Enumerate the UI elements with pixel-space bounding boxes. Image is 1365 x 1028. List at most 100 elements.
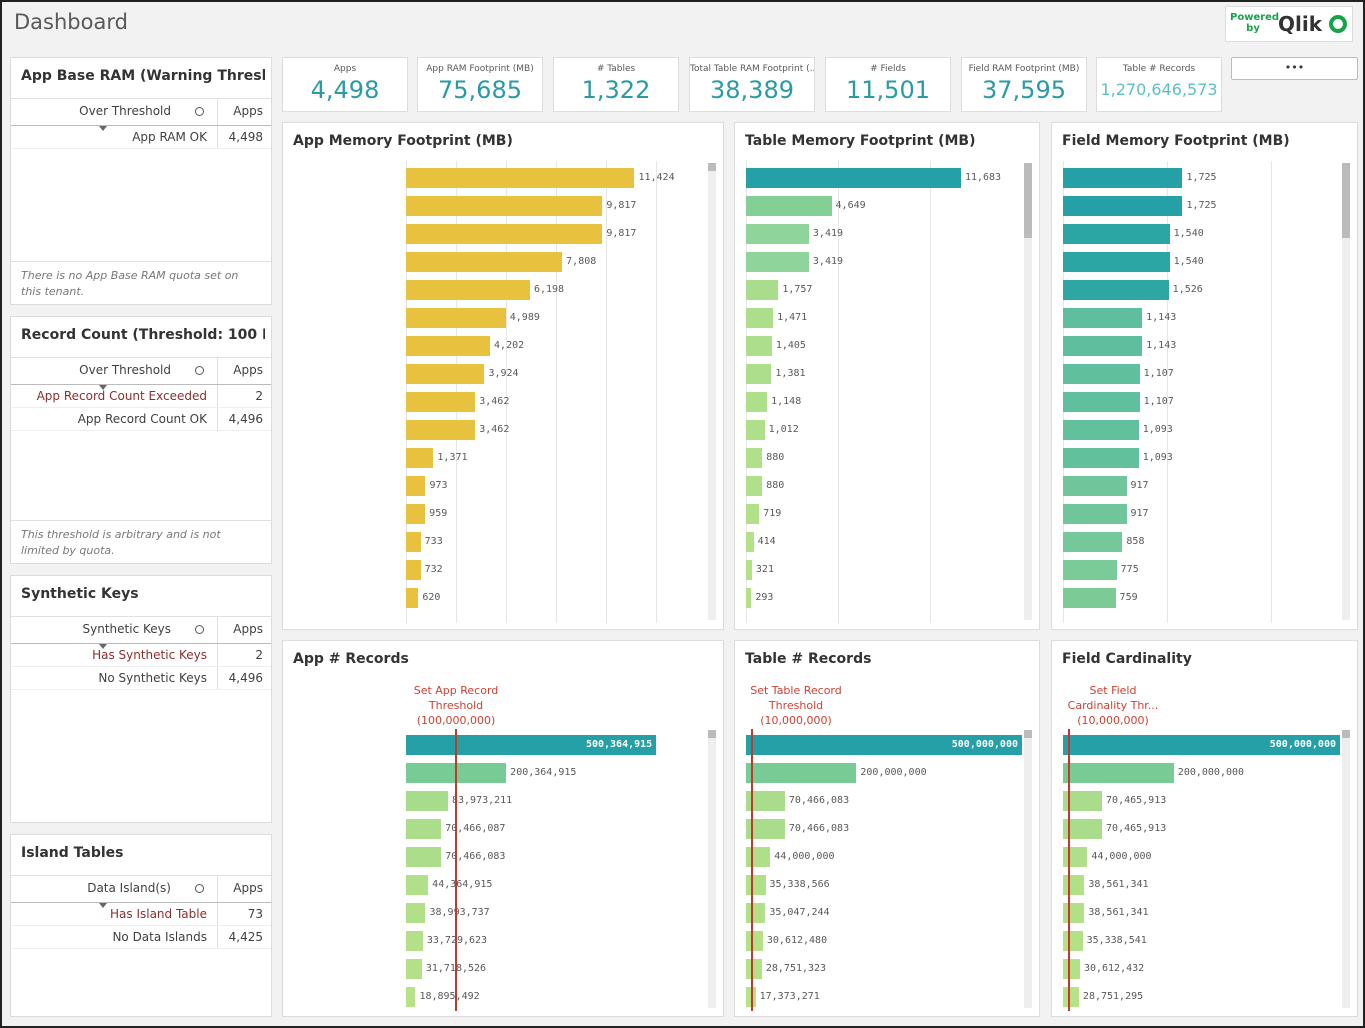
bar[interactable] [406,987,416,1007]
bar[interactable] [1063,364,1140,384]
bar[interactable] [406,819,442,839]
bar[interactable] [746,735,1022,755]
search-icon[interactable] [195,107,204,116]
scrollbar[interactable] [1342,730,1350,1008]
bar[interactable] [406,308,506,328]
scrollbar[interactable] [1342,163,1350,620]
bar[interactable] [406,959,422,979]
bar[interactable] [746,168,961,188]
bar[interactable] [1063,448,1139,468]
row-label[interactable]: No Synthetic Keys [98,671,207,685]
column-header[interactable]: Synthetic Keys [82,622,171,636]
bar[interactable] [746,196,832,216]
bar[interactable] [1063,336,1143,356]
bar[interactable] [746,931,763,951]
bar[interactable] [1063,875,1085,895]
bar[interactable] [406,875,429,895]
search-icon[interactable] [195,625,204,634]
bar[interactable] [406,791,448,811]
bar[interactable] [746,819,785,839]
bar[interactable] [406,476,426,496]
bar[interactable] [406,196,603,216]
scrollbar-thumb[interactable] [708,163,716,171]
bar[interactable] [406,735,657,755]
bar[interactable] [406,280,530,300]
bar[interactable] [746,560,752,580]
column-header[interactable]: Apps [233,881,263,895]
bar[interactable] [746,392,768,412]
bar[interactable] [746,336,772,356]
search-icon[interactable] [195,884,204,893]
scrollbar-thumb[interactable] [1024,163,1032,238]
bar[interactable] [406,588,419,608]
bar[interactable] [746,532,754,552]
scrollbar[interactable] [1024,730,1032,1008]
bar[interactable] [746,504,760,524]
bar[interactable] [746,903,766,923]
bar[interactable] [406,252,563,272]
bar[interactable] [406,168,635,188]
column-header[interactable]: Apps [233,104,263,118]
qlik-badge[interactable]: Powered by Qlik [1225,6,1353,42]
row-label[interactable]: Has Synthetic Keys [92,648,207,662]
bar[interactable] [746,420,765,440]
bar[interactable] [1063,931,1083,951]
scrollbar[interactable] [708,163,716,620]
bar[interactable] [1063,504,1127,524]
row-label[interactable]: Has Island Table [110,907,207,921]
scrollbar-thumb[interactable] [1342,163,1350,238]
bar[interactable] [1063,819,1103,839]
bar[interactable] [406,224,603,244]
row-label[interactable]: No Data Islands [112,930,207,944]
bar[interactable] [746,308,774,328]
bar[interactable] [406,336,491,356]
bar[interactable] [406,392,476,412]
column-header[interactable]: Over Threshold [79,363,171,377]
menu-button[interactable]: ••• [1231,57,1358,80]
bar[interactable] [746,448,763,468]
bar[interactable] [406,903,426,923]
bar[interactable] [746,588,752,608]
bar[interactable] [1063,588,1116,608]
scrollbar-thumb[interactable] [708,730,716,738]
bar[interactable] [746,476,763,496]
bar[interactable] [406,847,442,867]
bar[interactable] [1063,532,1123,552]
bar[interactable] [1063,476,1127,496]
bar[interactable] [1063,763,1174,783]
bar[interactable] [1063,224,1170,244]
bar[interactable] [746,763,857,783]
scrollbar-thumb[interactable] [1342,730,1350,738]
bar[interactable] [406,420,476,440]
scrollbar[interactable] [708,730,716,1008]
row-label[interactable]: App Record Count OK [77,412,207,426]
bar[interactable] [406,448,434,468]
bar[interactable] [406,560,421,580]
bar[interactable] [406,532,421,552]
row-label[interactable]: App Record Count Exceeded [36,389,207,403]
bar[interactable] [1063,987,1079,1007]
bar[interactable] [746,364,772,384]
bar[interactable] [1063,420,1139,440]
bar[interactable] [1063,903,1085,923]
bar[interactable] [1063,168,1183,188]
bar[interactable] [406,504,426,524]
bar[interactable] [1063,196,1183,216]
bar[interactable] [1063,959,1080,979]
column-header[interactable]: Apps [233,363,263,377]
bar[interactable] [1063,308,1143,328]
bar[interactable] [746,875,766,895]
bar[interactable] [746,280,779,300]
column-header[interactable]: Apps [233,622,263,636]
bar[interactable] [1063,791,1103,811]
bar[interactable] [746,791,785,811]
bar[interactable] [406,364,485,384]
bar[interactable] [1063,392,1140,412]
bar[interactable] [1063,560,1117,580]
row-label[interactable]: App RAM OK [132,130,207,144]
column-header[interactable]: Over Threshold [79,104,171,118]
search-icon[interactable] [195,366,204,375]
column-header[interactable]: Data Island(s) [87,881,171,895]
scrollbar-thumb[interactable] [1024,730,1032,738]
bar[interactable] [1063,252,1170,272]
